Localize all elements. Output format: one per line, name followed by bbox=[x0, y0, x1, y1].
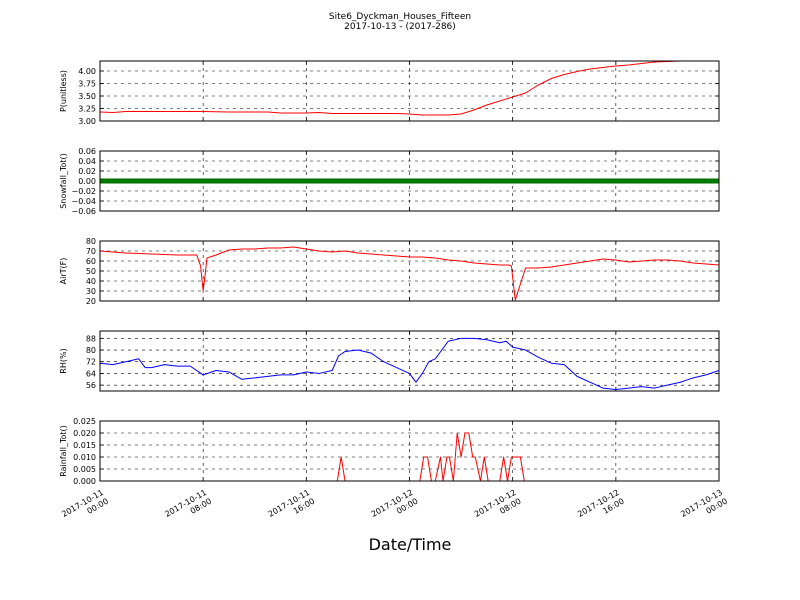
y-tick-label: 40 bbox=[86, 277, 96, 286]
y-tick-label: 0.025 bbox=[73, 417, 96, 426]
x-axis-label: Date/Time bbox=[369, 535, 452, 554]
panels-group: 3.003.253.503.754.00P(unitless)−0.06−0.0… bbox=[59, 60, 720, 486]
y-axis-label: Rainfall_Tot() bbox=[59, 425, 68, 477]
y-tick-label: 3.75 bbox=[78, 80, 96, 89]
y-tick-label: 80 bbox=[86, 237, 96, 246]
y-tick-label: 3.00 bbox=[78, 117, 96, 126]
y-tick-label: 0.02 bbox=[78, 167, 96, 176]
panel-frame bbox=[99, 60, 720, 122]
series-line-1 bbox=[99, 60, 719, 116]
y-tick-label: 50 bbox=[86, 267, 96, 276]
chart-title: Site6_Dyckman_Houses_Fifteen bbox=[329, 12, 471, 22]
y-tick-label: 0.04 bbox=[78, 157, 96, 166]
y-tick-label: 30 bbox=[86, 287, 96, 296]
panel-frame bbox=[99, 420, 720, 482]
y-tick-label: −0.02 bbox=[71, 187, 96, 196]
y-tick-label: 64 bbox=[86, 369, 96, 378]
y-tick-label: 70 bbox=[86, 247, 96, 256]
panel-frame bbox=[99, 240, 720, 302]
y-tick-label: −0.06 bbox=[71, 207, 96, 216]
y-tick-label: 3.25 bbox=[78, 105, 96, 114]
y-tick-label: 0.010 bbox=[73, 453, 96, 462]
y-tick-label: 3.50 bbox=[78, 92, 96, 101]
y-tick-label: 20 bbox=[86, 297, 96, 306]
y-tick-label: 56 bbox=[86, 381, 96, 390]
y-tick-label: 88 bbox=[86, 334, 96, 343]
y-tick-label: 0.015 bbox=[73, 441, 96, 450]
panel-frame bbox=[99, 330, 720, 392]
y-axis-label: AirT(F) bbox=[59, 258, 68, 285]
panel-5: 0.000 0.005 0.010 0.015 0.020 0.025 Rainfall_T… bbox=[59, 417, 720, 486]
y-tick-label: 0.000 bbox=[73, 477, 96, 486]
series-line-4 bbox=[99, 337, 720, 391]
y-tick-label: 0.005 bbox=[73, 465, 96, 474]
y-tick-label: −0.04 bbox=[71, 197, 96, 206]
chart-subtitle: 2017-10-13 - (2017-286) bbox=[344, 22, 456, 32]
panel-1: 3.00 3.25 3.50 3.75 4.00 P(unitless) bbox=[59, 60, 720, 126]
panel-frame bbox=[99, 150, 720, 212]
series-marker bbox=[714, 178, 719, 184]
y-tick-label: 0.06 bbox=[78, 147, 96, 156]
panel-4: 56 64 72 80 88 RH(%) bbox=[59, 330, 720, 392]
y-tick-label: 0.020 bbox=[73, 429, 96, 438]
panel-2: −0.06−0.04−0.020.000.020.040.06 Snowfall_… bbox=[59, 147, 720, 216]
y-tick-label: 60 bbox=[86, 257, 96, 266]
series-line-5 bbox=[100, 432, 719, 482]
y-axis-label: RH(%) bbox=[59, 348, 68, 373]
y-tick-label: 72 bbox=[86, 358, 96, 367]
y-tick-label: 4.00 bbox=[78, 67, 96, 76]
y-axis-label: Snowfall_Tot() bbox=[59, 153, 68, 209]
y-axis-label: P(unitless) bbox=[59, 70, 68, 112]
series-line-3 bbox=[99, 246, 720, 301]
y-tick-label: 80 bbox=[86, 346, 96, 355]
y-tick-label: 0.00 bbox=[78, 177, 96, 186]
